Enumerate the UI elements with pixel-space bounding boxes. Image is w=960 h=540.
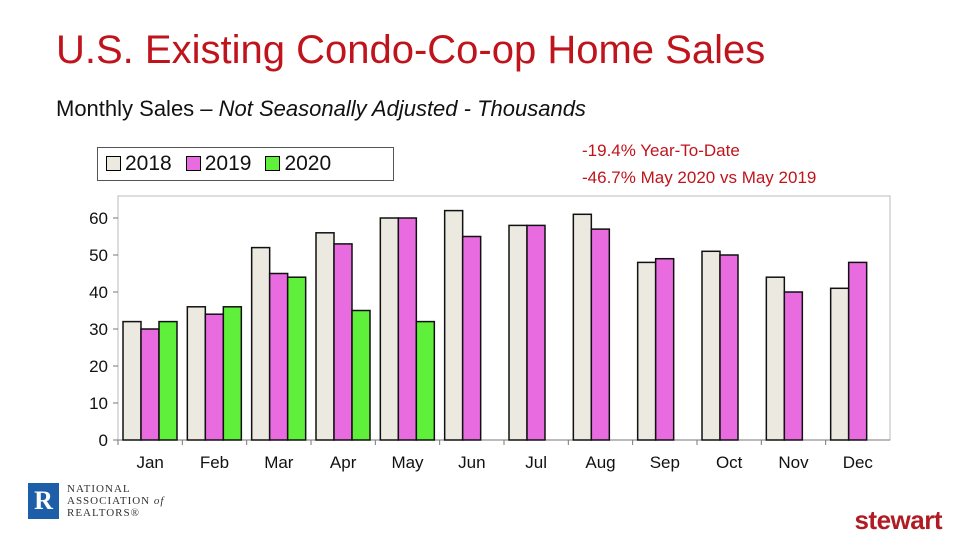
x-tick-label: May [391, 453, 424, 472]
x-tick-label: Nov [778, 453, 809, 472]
legend-item-2018: 2018 [106, 152, 172, 176]
y-tick-label: 60 [89, 209, 108, 228]
bar-2019-Feb [204, 313, 225, 441]
bar-2018-Feb [186, 306, 207, 441]
slide-subtitle: Monthly Sales – Not Seasonally Adjusted … [56, 96, 586, 122]
bar-2020-Jan [158, 320, 178, 441]
annotation-ytd: -19.4% Year-To-Date [582, 141, 740, 160]
slide-title: U.S. Existing Condo-Co-op Home Sales [56, 28, 766, 72]
bar-2020-Mar [286, 276, 307, 441]
y-tick-label: 20 [89, 357, 108, 376]
legend-item-2019: 2019 [185, 152, 252, 176]
annotation-may: -46.7% May 2020 vs May 2019 [582, 168, 817, 187]
bar-2018-Dec [829, 287, 850, 441]
x-tick-label: Jan [136, 453, 163, 472]
legend-label: 2018 [125, 152, 172, 175]
legend-swatch [185, 156, 201, 171]
bar-2018-Jul [508, 224, 528, 441]
bar-2019-Jan [140, 328, 160, 441]
bar-2018-Nov [765, 276, 786, 441]
bar-2018-Apr [315, 232, 335, 441]
y-tick-label: 50 [89, 246, 108, 265]
bar-2019-Nov [783, 291, 804, 441]
bar-2019-Sep [654, 257, 675, 441]
chart-legend: 2018 2019 2020 [97, 147, 394, 181]
x-tick-label: Jul [525, 453, 547, 472]
nar-logo: R NATIONAL ASSOCIATION of REALTORS® [28, 483, 164, 519]
plot-area [117, 195, 891, 441]
legend-swatch [265, 156, 281, 171]
bar-2020-Feb [222, 306, 243, 441]
bar-2019-Apr [333, 243, 353, 441]
y-tick-label: 0 [99, 431, 108, 450]
bar-2019-Dec [847, 261, 868, 441]
bar-2018-Sep [636, 261, 657, 441]
bar-2020-Apr [351, 309, 371, 441]
legend-item-2020: 2020 [265, 152, 331, 176]
bar-2019-Oct [719, 254, 739, 441]
x-tick-label: Mar [264, 453, 294, 472]
y-tick-label: 10 [89, 394, 108, 413]
x-tick-label: Apr [330, 453, 357, 472]
bar-2019-Jul [526, 224, 546, 441]
bar-2019-Mar [268, 272, 289, 441]
bar-2018-Jun [443, 209, 464, 441]
y-tick-label: 40 [89, 283, 108, 302]
realtor-r-icon: R [28, 483, 59, 519]
stewart-logo: stewart [854, 505, 942, 535]
bar-2018-Oct [701, 250, 721, 441]
legend-swatch [106, 156, 121, 171]
x-tick-label: Oct [716, 453, 743, 472]
y-tick-label: 30 [89, 320, 108, 339]
bar-2018-Jan [122, 320, 142, 441]
bar-2019-May [397, 217, 418, 441]
x-tick-label: Dec [843, 453, 874, 472]
x-tick-label: Feb [200, 453, 229, 472]
bar-2020-May [415, 320, 436, 441]
bar-2019-Aug [590, 228, 611, 441]
legend-label: 2020 [284, 152, 332, 175]
legend-label: 2019 [204, 152, 252, 175]
bar-2018-Aug [572, 213, 593, 441]
x-tick-label: Sep [650, 453, 680, 472]
subtitle-plain: Monthly Sales – [56, 96, 219, 121]
subtitle-italic: Not Seasonally Adjusted - Thousands [218, 96, 586, 121]
x-tick-label: Aug [585, 453, 615, 472]
bar-2019-Jun [461, 235, 482, 441]
x-tick-label: Jun [458, 453, 485, 472]
bar-2018-May [379, 217, 400, 441]
bar-2018-Mar [250, 246, 271, 441]
